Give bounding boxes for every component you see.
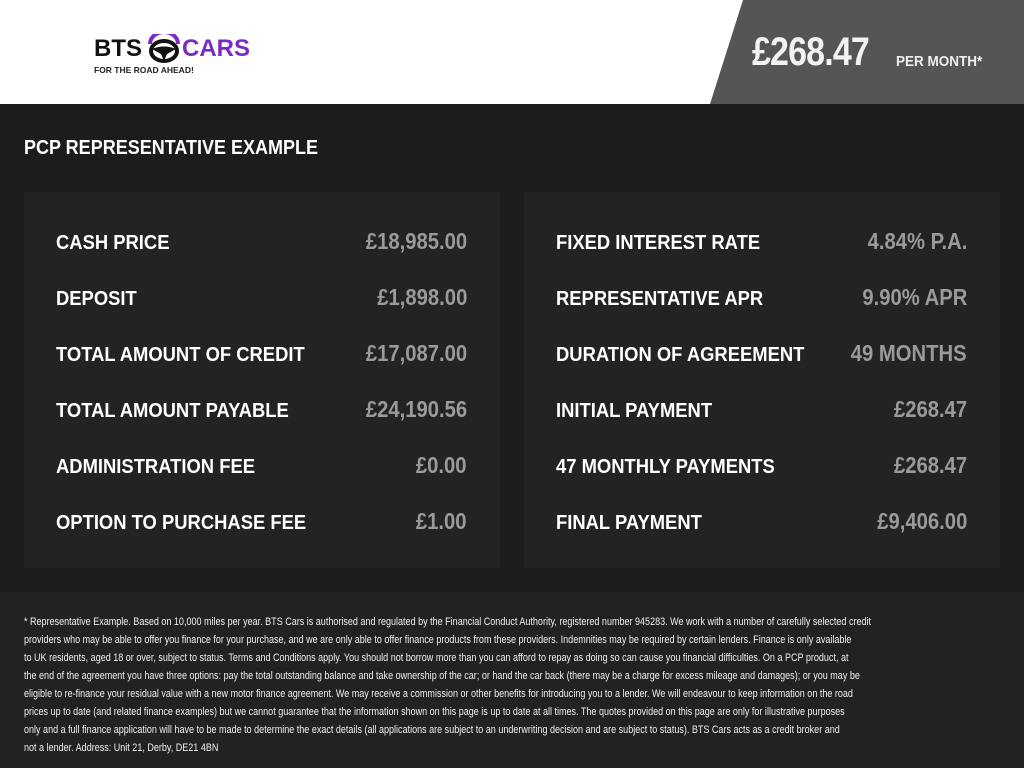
row-label: INITIAL PAYMENT (556, 400, 713, 422)
row-value: £268.47 (893, 396, 967, 422)
monthly-price: £268.47 (752, 30, 870, 74)
per-month-label: PER MONTH* (896, 53, 983, 70)
header: BTS CARS FOR THE ROAD AHEAD! £268.47 PER… (0, 0, 1024, 104)
footnote-line: prices up to date (and related finance e… (24, 706, 845, 718)
row-label: REPRESENTATIVE APR (556, 288, 764, 310)
row-value: 9.90% APR (862, 284, 967, 310)
finance-row: ADMINISTRATION FEE £0.00 (56, 452, 467, 482)
steering-wheel-icon (148, 34, 180, 63)
row-value: £0.00 (416, 452, 467, 478)
row-label: 47 MONTHLY PAYMENTS (556, 456, 775, 478)
footnote-line: providers who may be able to offer you f… (24, 634, 852, 646)
finance-row: OPTION TO PURCHASE FEE £1.00 (56, 508, 467, 538)
logo-text-bts: BTS (94, 35, 142, 62)
row-label: CASH PRICE (56, 232, 170, 254)
row-label: FINAL PAYMENT (556, 512, 702, 534)
finance-row: 47 MONTHLY PAYMENTS £268.47 (556, 452, 967, 482)
footnote-line: to UK residents, aged 18 or over, subjec… (24, 652, 849, 664)
finance-row: DEPOSIT £1,898.00 (56, 284, 467, 314)
finance-row: TOTAL AMOUNT OF CREDIT £17,087.00 (56, 340, 467, 370)
row-value: 4.84% P.A. (867, 228, 967, 254)
footnote-line: eligible to re-finance your residual val… (24, 688, 853, 700)
footnote-line: only and a full finance application will… (24, 724, 840, 736)
price-panel (710, 0, 1024, 104)
logo-text-cars: CARS (182, 35, 251, 62)
finance-card-right: FIXED INTEREST RATE 4.84% P.A. REPRESENTAT… (524, 192, 1000, 568)
row-value: £18,985.00 (365, 228, 467, 254)
row-label: FIXED INTEREST RATE (556, 232, 761, 254)
section-title: PCP REPRESENTATIVE EXAMPLE (24, 137, 319, 159)
finance-row: TOTAL AMOUNT PAYABLE £24,190.56 (56, 396, 467, 426)
footnote-line: not a lender. Address: Unit 21, Derby, D… (24, 742, 219, 754)
row-value: £1,898.00 (376, 284, 467, 310)
footnote: * Representative Example. Based on 10,00… (0, 592, 1024, 768)
row-value: £268.47 (893, 452, 967, 478)
finance-card-left: CASH PRICE £18,985.00 DEPOSIT £1,898.00 TOTA… (24, 192, 500, 568)
row-value: £1.00 (416, 508, 467, 534)
row-label: ADMINISTRATION FEE (56, 456, 255, 478)
row-value: 49 MONTHS (851, 340, 967, 366)
row-value: £9,406.00 (876, 508, 967, 534)
row-label: TOTAL AMOUNT PAYABLE (56, 400, 289, 422)
finance-row: FINAL PAYMENT £9,406.00 (556, 508, 967, 538)
finance-row: REPRESENTATIVE APR 9.90% APR (556, 284, 967, 314)
row-label: DURATION OF AGREEMENT (556, 344, 805, 366)
logo[interactable]: BTS CARS FOR THE ROAD AHEAD! (94, 30, 254, 78)
finance-row: DURATION OF AGREEMENT 49 MONTHS (556, 340, 967, 370)
row-label: TOTAL AMOUNT OF CREDIT (56, 344, 305, 366)
row-label: DEPOSIT (56, 288, 137, 310)
footnote-line: * Representative Example. Based on 10,00… (24, 616, 871, 628)
finance-row: INITIAL PAYMENT £268.47 (556, 396, 967, 426)
logo-tagline: FOR THE ROAD AHEAD! (94, 65, 194, 75)
footnote-line: the end of the agreement you have three … (24, 670, 860, 682)
finance-row: CASH PRICE £18,985.00 (56, 228, 467, 258)
finance-row: FIXED INTEREST RATE 4.84% P.A. (556, 228, 967, 258)
row-value: £17,087.00 (365, 340, 467, 366)
row-value: £24,190.56 (365, 396, 467, 422)
row-label: OPTION TO PURCHASE FEE (56, 512, 307, 534)
